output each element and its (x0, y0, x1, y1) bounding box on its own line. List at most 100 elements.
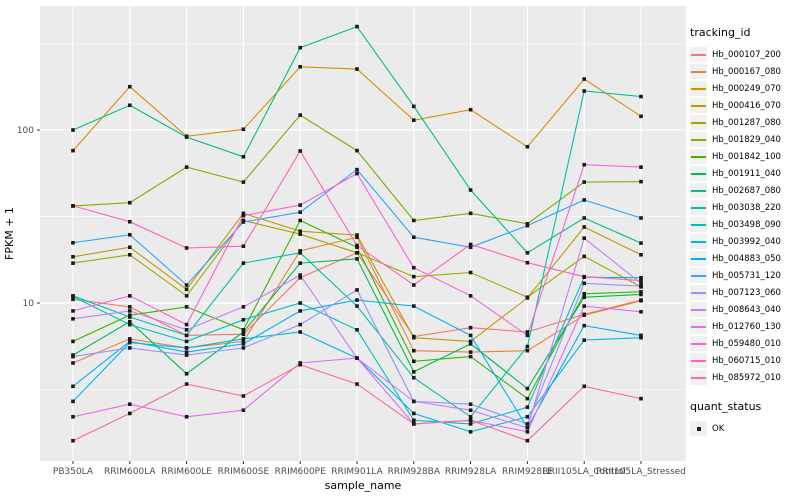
series-line-icon (691, 138, 706, 141)
data-point-marker (71, 254, 75, 259)
legend-item: Hb_085972_010 (690, 369, 800, 386)
data-point-marker (184, 246, 189, 250)
data-point-marker (468, 107, 473, 112)
data-point-marker (639, 281, 643, 286)
legend-key-swatch (690, 370, 707, 385)
data-point-marker (128, 219, 132, 224)
legend-key-swatch (690, 81, 707, 96)
data-point-marker (241, 305, 246, 309)
data-point-marker (582, 254, 586, 259)
data-point-marker (241, 332, 246, 337)
x-tick-label: RRIM928BA (388, 467, 441, 477)
data-point-marker (184, 382, 189, 386)
data-point-marker (582, 180, 586, 184)
data-point-marker (298, 251, 302, 255)
data-point-marker (412, 304, 416, 308)
data-point-marker (184, 135, 189, 139)
data-point-marker (412, 375, 416, 380)
x-tick-label: RRII105LA_Stressed (596, 467, 686, 477)
data-point-marker (582, 198, 586, 202)
series-line-icon (691, 121, 706, 124)
data-point-marker (412, 359, 416, 364)
data-point-marker (355, 298, 359, 302)
data-point-marker (468, 430, 473, 434)
data-point-marker (128, 232, 132, 237)
data-point-marker (525, 344, 530, 349)
legend-key-swatch (690, 353, 707, 368)
x-tick-label: RRIM600LA (104, 467, 156, 477)
data-point-marker (298, 362, 302, 367)
legend: tracking_id Hb_000107_200 Hb_000167_080 Hb… (690, 26, 800, 437)
data-point-marker (468, 354, 473, 359)
legend-item: Hb_003498_090 (690, 216, 800, 233)
legend-title-quant-status: quant_status (690, 400, 762, 413)
data-point-marker (241, 346, 246, 350)
data-point-marker (355, 304, 359, 308)
data-point-marker (241, 213, 246, 218)
data-point-marker (468, 270, 473, 275)
data-point-marker (582, 338, 586, 342)
data-point-marker (525, 386, 530, 391)
legend-item-label: Hb_000107_200 (712, 49, 781, 60)
data-point-marker (71, 297, 75, 302)
legend-key-swatch (690, 64, 707, 79)
legend-key-swatch (690, 251, 707, 266)
data-point-marker (71, 438, 75, 443)
data-point-marker (71, 128, 75, 132)
data-point-marker (128, 319, 132, 324)
legend-key-swatch (690, 183, 707, 198)
data-point-marker (71, 361, 75, 365)
data-point-marker (525, 260, 530, 265)
data-point-marker (128, 337, 132, 341)
data-point-marker (298, 275, 302, 280)
data-point-marker (298, 301, 302, 305)
x-tick-label: RRIM600PE (275, 467, 327, 477)
data-point-marker (355, 148, 359, 153)
legend-item: Hb_001287_080 (690, 114, 800, 131)
data-point-marker (525, 430, 530, 434)
legend-item-label: OK (712, 423, 725, 434)
data-point-marker (582, 384, 586, 389)
data-point-marker (298, 218, 302, 223)
series-line-icon (691, 104, 706, 107)
data-point-marker (184, 327, 189, 332)
data-point-marker (241, 154, 246, 159)
series-line-icon (691, 70, 706, 73)
series-line-icon (691, 291, 706, 294)
legend-title-tracking-id: tracking_id (690, 26, 751, 39)
black-square-marker-icon (696, 426, 701, 431)
legend-item-label: Hb_000167_080 (712, 66, 781, 77)
data-point-marker (639, 309, 643, 314)
data-point-marker (639, 292, 643, 297)
data-point-marker (525, 144, 530, 149)
data-point-marker (184, 287, 189, 292)
data-point-marker (128, 245, 132, 250)
legend-item: Hb_001829_040 (690, 131, 800, 148)
data-point-marker (639, 396, 643, 401)
legend-item-label: Hb_008643_040 (712, 304, 781, 315)
series-line-icon (691, 308, 706, 311)
data-point-marker (298, 322, 302, 327)
data-point-marker (582, 89, 586, 93)
data-point-marker (241, 342, 246, 346)
data-point-marker (184, 165, 189, 169)
data-point-marker (525, 348, 530, 353)
data-point-marker (355, 288, 359, 292)
legend-item-label: Hb_003038_220 (712, 202, 781, 213)
data-point-marker (525, 405, 530, 409)
x-tick-label: RRIM928LE (502, 467, 553, 477)
data-point-marker (468, 402, 473, 407)
data-point-marker (71, 294, 75, 299)
data-point-marker (355, 257, 359, 261)
data-point-marker (412, 235, 416, 240)
data-point-marker (639, 333, 643, 338)
data-point-marker (241, 330, 246, 334)
data-point-marker (184, 305, 189, 309)
data-point-marker (184, 322, 189, 327)
series-line-icon (691, 206, 706, 209)
legend-key-swatch (690, 98, 707, 113)
data-point-marker (128, 411, 132, 416)
legend-item: Hb_012760_130 (690, 318, 800, 335)
data-point-marker (639, 94, 643, 99)
data-point-marker (639, 335, 643, 340)
